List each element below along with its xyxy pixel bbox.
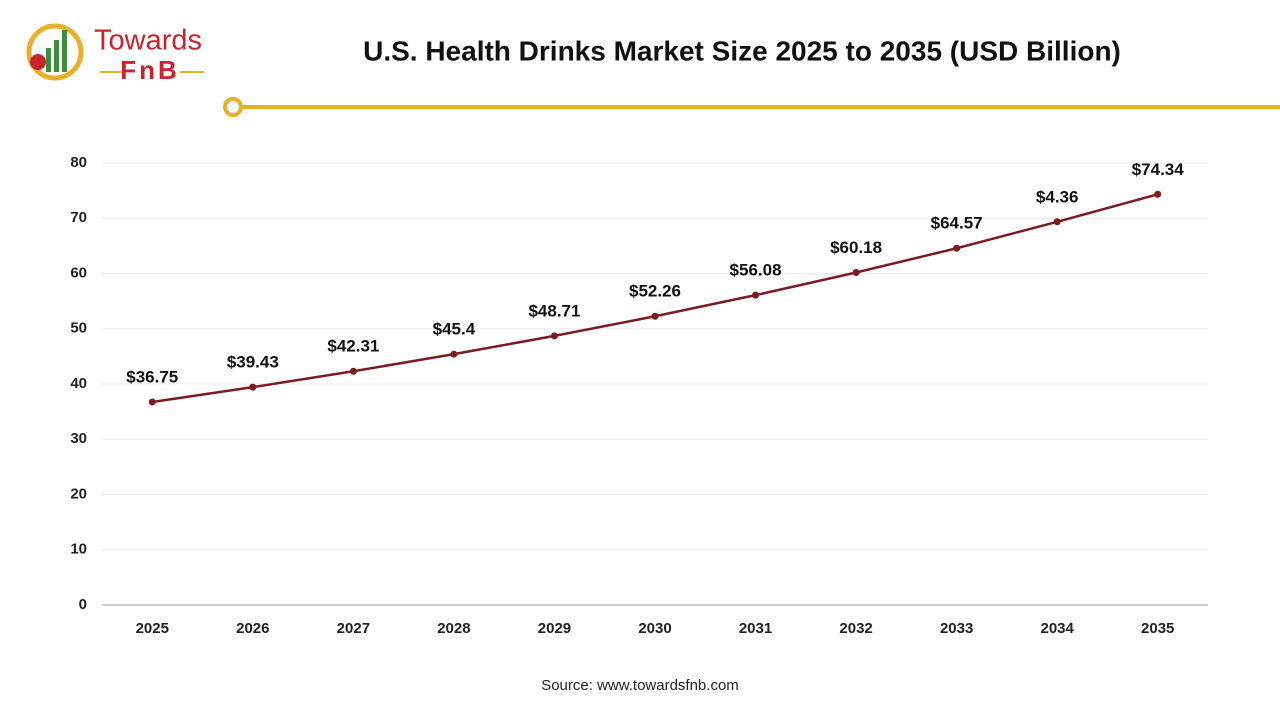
point [349, 367, 357, 375]
point [852, 269, 860, 277]
y-tick-label: 60 [70, 264, 87, 281]
x-tick-label: 2035 [1141, 620, 1174, 637]
x-tick-label: 2025 [136, 620, 169, 637]
data-label: $48.71 [528, 301, 580, 320]
x-tick-label: 2027 [337, 620, 370, 637]
x-tick-label: 2029 [538, 620, 571, 637]
logo-text: FnB [120, 55, 180, 85]
data-label: $64.57 [931, 214, 983, 233]
x-tick-label: 2031 [739, 620, 772, 637]
logo: Towards FnB [26, 23, 204, 85]
point [651, 312, 659, 320]
data-label: $74.34 [1132, 160, 1185, 179]
x-tick-label: 2026 [236, 620, 269, 637]
x-tick-label: 2033 [940, 620, 973, 637]
logo-text: Towards [94, 25, 202, 57]
chart-title: U.S. Health Drinks Market Size 2025 to 2… [363, 35, 1121, 66]
logo-ring [26, 23, 84, 81]
logo-bar [46, 48, 51, 72]
point [450, 350, 458, 358]
point [752, 291, 760, 299]
y-tick-label: 80 [70, 154, 87, 171]
data-label: $36.75 [126, 367, 178, 386]
logo-bar [62, 30, 67, 72]
y-tick-label: 70 [70, 209, 87, 226]
y-tick-label: 50 [70, 320, 87, 337]
x-tick-label: 2032 [839, 620, 872, 637]
data-label: $39.43 [227, 353, 279, 372]
point [1154, 190, 1162, 198]
x-tick-label: 2030 [638, 620, 671, 637]
logo-bar [54, 40, 59, 72]
point [550, 332, 558, 340]
point [148, 398, 156, 406]
data-label: $42.31 [327, 337, 379, 356]
data-label: $52.26 [629, 282, 681, 301]
data-label: $56.08 [730, 261, 782, 280]
data-label: $60.18 [830, 238, 882, 257]
y-tick-label: 10 [70, 541, 87, 558]
x-tick-label: 2034 [1040, 620, 1074, 637]
logo-dot [30, 54, 46, 70]
y-tick-label: 40 [70, 375, 87, 392]
data-label: $4.36 [1036, 187, 1079, 206]
y-tick-label: 0 [79, 596, 87, 613]
title-rule-dot [223, 97, 243, 117]
y-tick-label: 30 [70, 430, 87, 447]
point [249, 383, 257, 391]
y-tick-label: 20 [70, 485, 87, 502]
x-tick-label: 2028 [437, 620, 470, 637]
point [953, 244, 961, 252]
point [1053, 218, 1061, 226]
source: Source: www.towardsfnb.com [541, 677, 739, 694]
data-label: $45.4 [433, 320, 476, 339]
